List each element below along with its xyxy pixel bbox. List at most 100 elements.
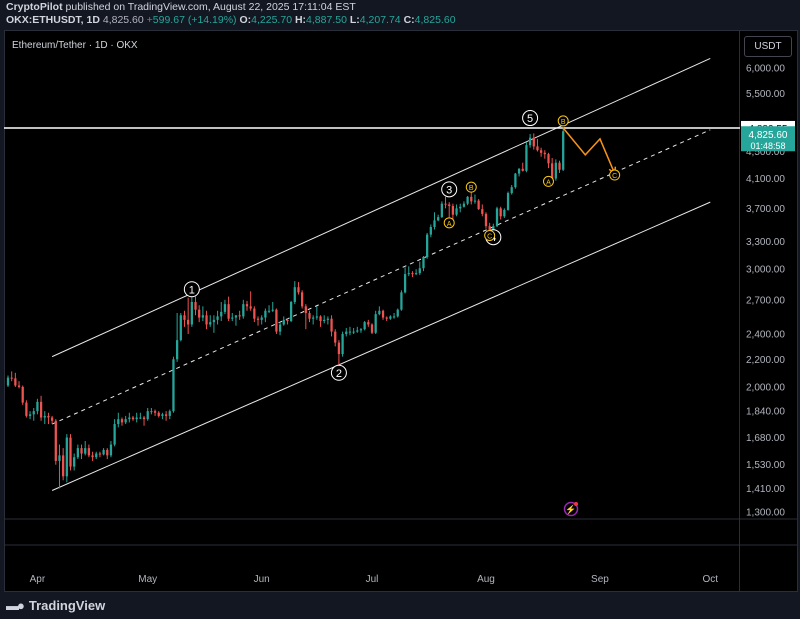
candle-body bbox=[334, 331, 337, 343]
candle-body bbox=[260, 317, 263, 320]
x-tick-label: Sep bbox=[591, 574, 609, 585]
candle-body bbox=[488, 226, 491, 234]
ohlc-line: OKX:ETHUSDT, 1D 4,825.60 +599.67 (+14.19… bbox=[6, 14, 456, 27]
candle-body bbox=[120, 419, 124, 423]
candle-body bbox=[337, 342, 341, 355]
channel-upper-line bbox=[51, 58, 711, 358]
candle-body bbox=[223, 304, 227, 312]
abc-label-circle bbox=[609, 169, 621, 181]
candle-body bbox=[106, 449, 109, 456]
candle-body bbox=[451, 205, 455, 215]
y-tick-label: 6,000.00 bbox=[746, 64, 785, 75]
y-tick-label: 3,700.00 bbox=[746, 204, 785, 215]
candle-body bbox=[25, 402, 28, 416]
published-text: published on TradingView.com, August 22,… bbox=[65, 1, 356, 13]
publisher-name[interactable]: CryptoPilot bbox=[6, 1, 63, 13]
candle-body bbox=[28, 414, 32, 416]
candle-body bbox=[198, 309, 201, 318]
abc-label-text: C bbox=[487, 233, 492, 240]
candle-body bbox=[396, 309, 399, 317]
footer-bar bbox=[0, 592, 800, 619]
candle-body bbox=[168, 411, 171, 416]
candle-body bbox=[348, 331, 352, 333]
candle-body bbox=[378, 310, 381, 315]
countdown-text: 01:48:58 bbox=[750, 141, 785, 151]
high-value: 4,887.50 bbox=[306, 14, 347, 26]
candle-body bbox=[234, 315, 238, 318]
x-tick-label: Jun bbox=[254, 574, 270, 585]
candle-body bbox=[543, 152, 546, 155]
candle-body bbox=[275, 309, 278, 332]
candle-body bbox=[499, 208, 502, 217]
candle-body bbox=[62, 455, 65, 477]
candle-body bbox=[209, 322, 212, 325]
candle-body bbox=[459, 206, 462, 209]
candle-body bbox=[124, 419, 127, 423]
last-price-tag bbox=[741, 126, 795, 152]
candle-body bbox=[190, 301, 193, 325]
candle-body bbox=[6, 377, 10, 386]
candle-body bbox=[21, 386, 24, 403]
chart-pane[interactable] bbox=[4, 30, 740, 592]
candle-body bbox=[76, 448, 79, 458]
tradingview-logo[interactable]: ▬● TradingView bbox=[6, 598, 105, 613]
candle-body bbox=[117, 419, 120, 425]
candle-body bbox=[510, 187, 513, 194]
candle-body bbox=[286, 319, 289, 321]
abc-label-circle bbox=[465, 181, 477, 193]
wave-label-circle bbox=[522, 110, 539, 127]
candle-body bbox=[304, 306, 307, 314]
open-label: O: bbox=[239, 14, 252, 26]
candle-body bbox=[319, 316, 322, 321]
lightning-alert-icon bbox=[563, 501, 579, 517]
abc-label-circle bbox=[443, 217, 455, 229]
wave-label-text: 3 bbox=[446, 184, 452, 196]
candle-body bbox=[47, 415, 50, 418]
y-tick-label: 2,000.00 bbox=[746, 382, 785, 393]
x-tick-label: May bbox=[138, 574, 157, 585]
candle-body bbox=[282, 319, 285, 325]
candle-body bbox=[98, 453, 102, 455]
candle-body bbox=[341, 334, 344, 355]
candle-body bbox=[345, 331, 348, 335]
x-tick-label: Aug bbox=[477, 574, 495, 585]
abc-label-text: B bbox=[561, 119, 566, 126]
channel-lower-line bbox=[51, 201, 711, 491]
change-readout: +599.67 (+14.19%) bbox=[146, 14, 237, 26]
candle-body bbox=[554, 162, 557, 179]
candle-body bbox=[146, 411, 149, 420]
candle-body bbox=[36, 401, 39, 412]
candle-body bbox=[414, 273, 418, 275]
candle-body bbox=[429, 226, 432, 235]
candle-body bbox=[385, 317, 388, 319]
channel-middle-line bbox=[51, 129, 711, 425]
candle-body bbox=[157, 412, 160, 416]
candle-body bbox=[102, 449, 105, 455]
candle-body bbox=[179, 315, 182, 341]
candle-body bbox=[183, 315, 186, 320]
candle-body bbox=[532, 137, 535, 147]
candle-body bbox=[201, 315, 205, 318]
projection-path bbox=[562, 127, 616, 174]
candle-body bbox=[245, 304, 249, 307]
candle-body bbox=[367, 322, 370, 325]
open-value: 4,225.70 bbox=[251, 14, 293, 26]
y-tick-label: 1,410.00 bbox=[746, 484, 785, 495]
currency-button[interactable]: USDT bbox=[744, 36, 792, 57]
candle-body bbox=[536, 146, 539, 151]
abc-label-text: A bbox=[546, 179, 551, 186]
candle-body bbox=[135, 417, 138, 420]
candle-body bbox=[80, 448, 83, 454]
ticker-label: OKX:ETHUSDT, 1D bbox=[6, 14, 100, 26]
candle-body bbox=[539, 150, 543, 153]
candle-body bbox=[562, 131, 565, 170]
candle-body bbox=[411, 273, 414, 275]
high-label: H: bbox=[294, 14, 307, 26]
candle-body bbox=[558, 162, 561, 170]
candle-body bbox=[220, 311, 223, 317]
chart-header: CryptoPilot published on TradingView.com… bbox=[0, 0, 800, 28]
candle-body bbox=[58, 455, 61, 461]
candle-body bbox=[17, 385, 21, 387]
candle-body bbox=[256, 318, 260, 320]
